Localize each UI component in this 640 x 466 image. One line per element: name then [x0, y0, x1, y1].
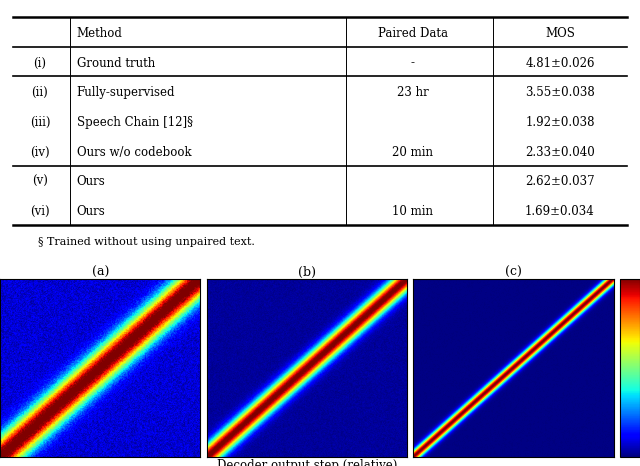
- Text: (ii): (ii): [31, 86, 49, 99]
- Text: Paired Data: Paired Data: [378, 27, 448, 40]
- Text: Ours w/o codebook: Ours w/o codebook: [77, 146, 191, 159]
- Title: (b): (b): [298, 266, 316, 279]
- Text: 4.81±0.026: 4.81±0.026: [525, 56, 595, 69]
- Text: § Trained without using unpaired text.: § Trained without using unpaired text.: [38, 237, 255, 247]
- Text: 2.62±0.037: 2.62±0.037: [525, 175, 595, 188]
- X-axis label: Decoder output step (relative): Decoder output step (relative): [217, 459, 397, 466]
- Text: 3.55±0.038: 3.55±0.038: [525, 86, 595, 99]
- Title: (a): (a): [92, 266, 109, 279]
- Text: (i): (i): [33, 56, 47, 69]
- Text: MOS: MOS: [545, 27, 575, 40]
- Text: 20 min: 20 min: [392, 146, 433, 159]
- Text: (v): (v): [32, 175, 48, 188]
- Text: Speech Chain [12]§: Speech Chain [12]§: [77, 116, 193, 129]
- Text: 2.33±0.040: 2.33±0.040: [525, 146, 595, 159]
- Text: Method: Method: [77, 27, 123, 40]
- Text: Ours: Ours: [77, 205, 106, 218]
- Text: -: -: [411, 56, 415, 69]
- Text: 23 hr: 23 hr: [397, 86, 429, 99]
- Text: Ground truth: Ground truth: [77, 56, 155, 69]
- Text: Fully-supervised: Fully-supervised: [77, 86, 175, 99]
- Text: (iii): (iii): [29, 116, 51, 129]
- Text: Ours: Ours: [77, 175, 106, 188]
- Text: 1.69±0.034: 1.69±0.034: [525, 205, 595, 218]
- Text: (iv): (iv): [30, 146, 50, 159]
- Title: (c): (c): [505, 266, 522, 279]
- Text: 1.92±0.038: 1.92±0.038: [525, 116, 595, 129]
- Text: (vi): (vi): [30, 205, 50, 218]
- Text: 10 min: 10 min: [392, 205, 433, 218]
